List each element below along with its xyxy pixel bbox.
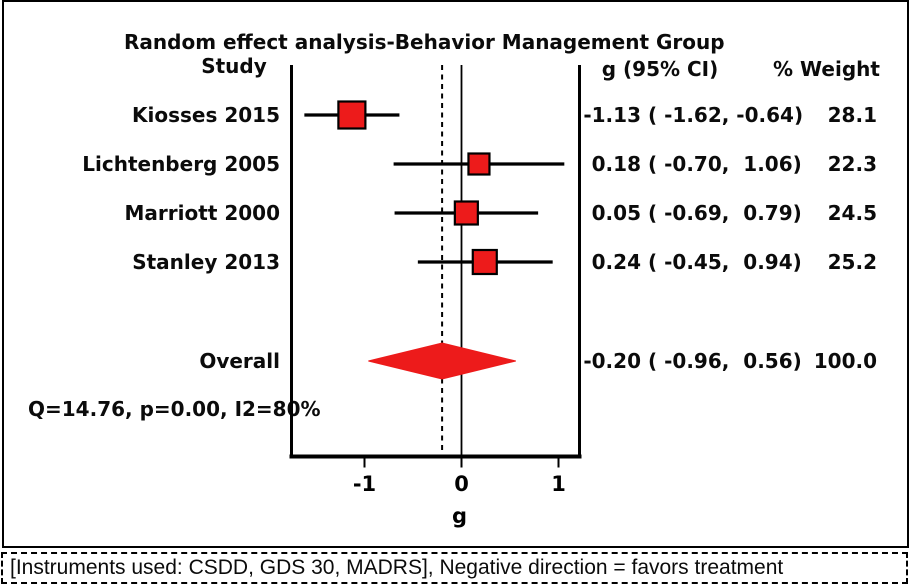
overall-row-g-value: -0.20 [583, 349, 641, 373]
study-row-1-ci-value: ( -0.70, 1.06) [648, 152, 802, 176]
overall-diamond [368, 342, 516, 380]
forest-plot-canvas: -1 0 1 g [289, 65, 582, 528]
column-header-effect: g (95% CI) [601, 57, 719, 81]
column-header-study: Study [201, 54, 267, 78]
study-row-0-g-value: -1.13 [583, 103, 641, 127]
effect-square-2 [453, 200, 479, 226]
effect-square-3 [471, 248, 498, 276]
study-row-0-label: Kiosses 2015 [132, 103, 280, 127]
study-row-3-weight-value: 25.2 [827, 250, 877, 274]
column-header-weight: % Weight [773, 57, 880, 81]
study-row-2-g-value: 0.05 [591, 201, 641, 225]
study-row-2-ci-value: ( -0.69, 0.79) [648, 201, 802, 225]
overall-row-weight-value: 100.0 [813, 349, 877, 373]
heterogeneity-stats: Q=14.76, p=0.00, I2=80% [28, 397, 321, 421]
study-row-3-label: Stanley 2013 [132, 250, 280, 274]
x-tick-label-1: 0 [454, 472, 469, 496]
overall-row-ci-value: ( -0.96, 0.56) [648, 349, 802, 373]
study-row-3-ci-value: ( -0.45, 0.94) [648, 250, 802, 274]
study-row-1-g-value: 0.18 [591, 152, 641, 176]
study-row-1-label: Lichtenberg 2005 [82, 152, 280, 176]
x-axis-label: g [452, 504, 467, 528]
figure-caption: [Instruments used: CSDD, GDS 30, MADRS],… [1, 552, 908, 584]
study-row-2-weight-value: 24.5 [827, 201, 877, 225]
study-row-0-ci-value: ( -1.62, -0.64) [648, 103, 804, 127]
figure-border-box: Random effect analysis-Behavior Manageme… [2, 0, 909, 548]
study-row-1-weight-value: 22.3 [827, 152, 877, 176]
chart-title: Random effect analysis-Behavior Manageme… [124, 30, 725, 54]
study-row-0-weight-value: 28.1 [827, 103, 877, 127]
x-tick-label-0: -1 [353, 472, 376, 496]
x-tick-label-2: 1 [551, 472, 566, 496]
study-row-2-label: Marriott 2000 [124, 201, 280, 225]
effect-square-1 [467, 152, 491, 176]
study-row-3-g-value: 0.24 [591, 250, 641, 274]
overall-row-label: Overall [199, 349, 280, 373]
effect-square-0 [337, 100, 367, 130]
